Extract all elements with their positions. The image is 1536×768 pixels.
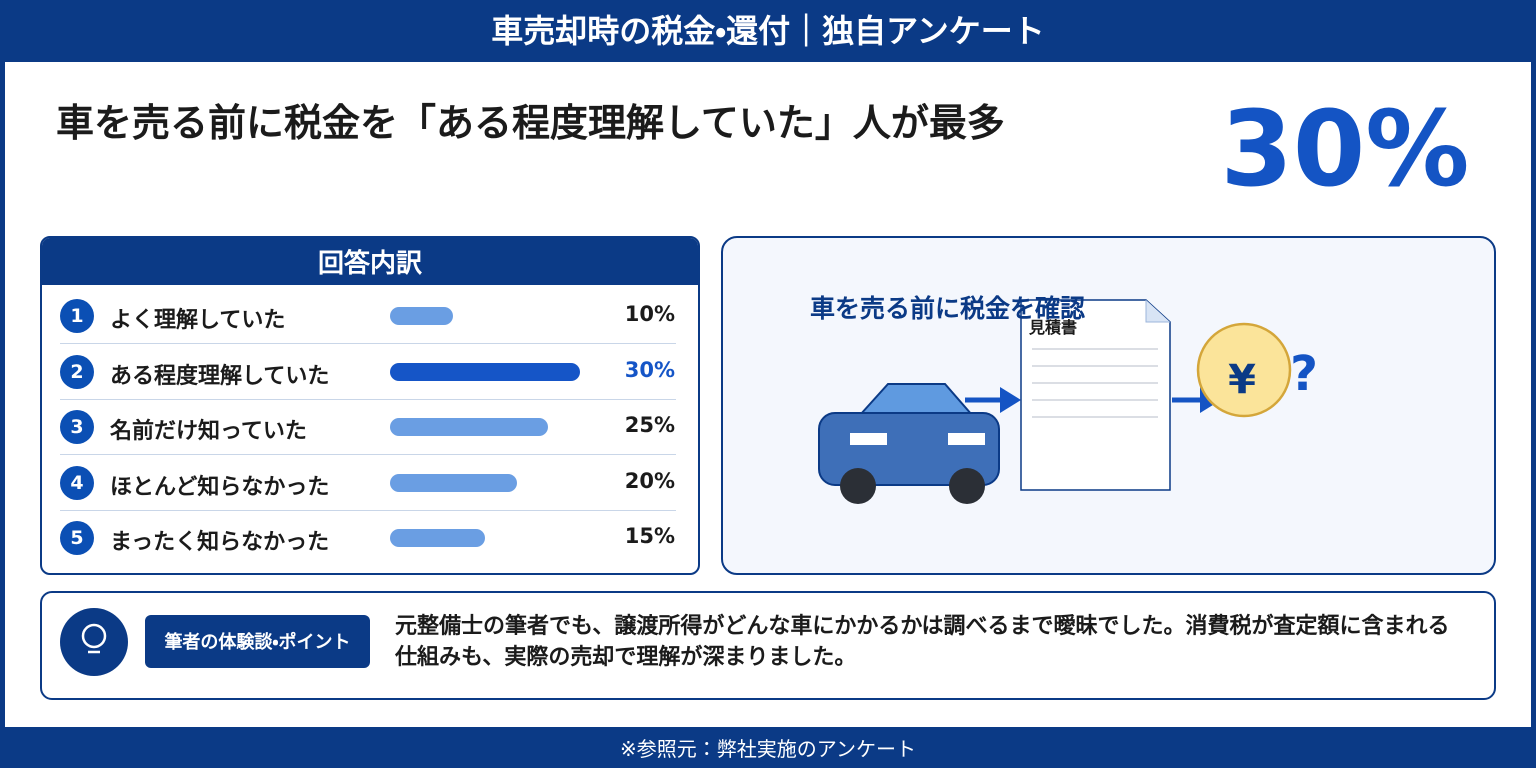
value-label: 25% [624, 413, 675, 437]
value-label: 30% [624, 357, 675, 382]
bulb-icon [60, 608, 128, 676]
frame [1531, 62, 1536, 727]
category-label: ほとんど知らなかった [110, 474, 330, 500]
bulb-icon [81, 623, 107, 649]
bar [390, 307, 454, 325]
illustration-caption: 車を売る前に税金を確認 [810, 294, 1085, 323]
bar [390, 418, 549, 436]
bar [390, 362, 580, 381]
value-label: 15% [624, 524, 675, 548]
category-label: 名前だけ知っていた [110, 419, 307, 444]
row-separator [60, 454, 676, 455]
currency: ¥ [1228, 357, 1256, 403]
note-panel [40, 591, 1496, 700]
document [1020, 299, 1171, 491]
value-label: 10% [624, 302, 675, 326]
category-label: まったく知らなかった [110, 530, 330, 555]
note-text: 元整備士の筆者でも、譲渡所得がどんな車にかかるかは調べるまで曖昧でした。消費税が… [395, 614, 1450, 670]
row-separator [60, 343, 676, 344]
row-separator [60, 398, 676, 400]
breakdown-panel: 回答内訳 1 よく理解していた 10% 2 ある程度理解していた 30% 3 名前だけ知ってい… [40, 236, 700, 575]
highlight: 30% [1220, 88, 1470, 210]
rank-badge: 5 [60, 521, 94, 555]
question-mark: ? [1290, 346, 1318, 402]
frame [0, 62, 5, 727]
category-label: よく理解していた [110, 308, 286, 333]
footer: ※参照元：弊社実施のアンケート [0, 727, 1536, 768]
rank-badge: 3 [60, 410, 94, 444]
category-label: ある程度理解していた [110, 363, 330, 389]
car [818, 383, 1000, 504]
row-separator [60, 509, 676, 511]
header-title: 車売却時の税金・還付｜独自アンケート [0, 0, 1536, 62]
document-label: 見積書 [1028, 318, 1077, 337]
rank-badge: 4 [60, 465, 94, 500]
rank-badge: 2 [60, 354, 94, 389]
bar [390, 473, 517, 492]
note-badge: 筆者の体験談・ポイント [145, 615, 370, 668]
chart-title: 回答内訳 [42, 238, 698, 285]
bar [390, 529, 485, 547]
rank-badge: 1 [60, 299, 94, 333]
coin [1196, 322, 1292, 418]
value-label: 20% [624, 468, 675, 493]
headline: 車を売る前に税金を「ある程度理解していた」人が最多 [56, 101, 1005, 145]
